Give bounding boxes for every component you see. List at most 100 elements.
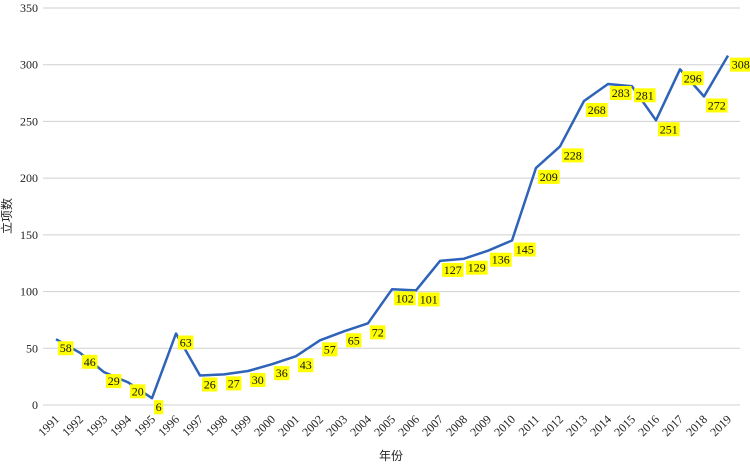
data-label-bg — [658, 122, 680, 137]
data-label-value: 43 — [300, 358, 312, 372]
data-label-value: 251 — [660, 122, 678, 136]
data-label-value: 268 — [588, 103, 606, 117]
data-label: 136 — [490, 252, 512, 267]
data-label-value: 30 — [252, 373, 264, 387]
data-label-bg — [586, 103, 608, 118]
data-label-bg — [178, 335, 194, 350]
data-label-value: 57 — [324, 342, 336, 356]
x-axis-title: 年份 — [379, 449, 403, 463]
data-label-bg — [226, 376, 242, 391]
data-label-bg — [106, 374, 122, 389]
data-label-value: 58 — [60, 341, 72, 355]
data-label-bg — [202, 377, 218, 392]
y-axis-ticks: 0 50 100 150 200 250 300 350 — [20, 1, 38, 412]
data-label: 43 — [298, 358, 314, 373]
x-tick-label: 2009 — [467, 412, 494, 439]
x-tick-label: 1993 — [83, 412, 110, 439]
data-label: 72 — [370, 325, 386, 340]
data-label: 101 — [418, 292, 440, 307]
data-label-value: 281 — [636, 88, 654, 102]
data-label-value: 308 — [732, 58, 750, 72]
data-label-bg — [562, 148, 584, 163]
data-label: 63 — [178, 335, 194, 350]
data-label: 209 — [538, 169, 560, 184]
data-label-value: 228 — [564, 148, 582, 162]
x-tick-label: 2014 — [587, 412, 614, 439]
y-tick-label: 0 — [32, 398, 38, 412]
data-label-bg — [682, 71, 704, 86]
data-label-value: 65 — [348, 333, 360, 347]
data-label: 268 — [586, 103, 608, 118]
y-tick-label: 350 — [20, 1, 38, 15]
data-label: 251 — [658, 122, 680, 137]
data-label-bg — [82, 354, 98, 369]
data-label-bg — [154, 400, 164, 415]
data-label-value: 129 — [468, 261, 486, 275]
x-tick-label: 2007 — [419, 412, 446, 439]
data-label: 30 — [250, 372, 266, 387]
data-label-value: 46 — [84, 355, 96, 369]
y-tick-label: 250 — [20, 114, 38, 128]
data-label-bg — [346, 333, 362, 348]
x-tick-label: 2005 — [371, 412, 398, 439]
x-tick-label: 2017 — [659, 412, 686, 439]
data-label: 272 — [706, 98, 728, 113]
x-tick-label: 2002 — [299, 412, 326, 439]
data-label-bg — [634, 88, 656, 103]
x-tick-label: 2000 — [251, 412, 278, 439]
y-tick-label: 50 — [26, 341, 38, 355]
data-labels: 58 46 29 20 6 63 26 27 30 36 43 57 65 72 102 101 127 129 1… — [58, 57, 750, 415]
data-label-bg — [250, 372, 266, 387]
series-line-group — [55, 54, 730, 400]
x-tick-label: 1991 — [35, 412, 62, 439]
y-tick-label: 100 — [20, 285, 38, 299]
data-label-value: 127 — [444, 263, 462, 277]
data-label: 26 — [202, 377, 218, 392]
x-tick-label: 2019 — [707, 412, 734, 439]
data-label-value: 136 — [492, 253, 510, 267]
data-label: 6 — [154, 400, 164, 415]
x-tick-label: 1996 — [155, 412, 182, 439]
data-label-value: 209 — [540, 170, 558, 184]
data-label: 129 — [466, 260, 488, 275]
x-tick-label: 2006 — [395, 412, 422, 439]
data-label-value: 26 — [204, 378, 216, 392]
x-tick-label: 2011 — [516, 412, 543, 439]
y-axis-title: 立项数 — [0, 198, 14, 234]
data-label-value: 20 — [132, 384, 144, 398]
data-label: 308 — [730, 57, 750, 72]
data-label-bg — [514, 242, 536, 257]
data-label-value: 63 — [180, 336, 192, 350]
data-label-value: 272 — [708, 98, 726, 112]
x-tick-label: 2001 — [275, 412, 302, 439]
data-label-bg — [274, 366, 290, 381]
y-tick-label: 200 — [20, 171, 38, 185]
data-label-bg — [442, 262, 464, 277]
x-tick-label: 2013 — [563, 412, 590, 439]
x-tick-label: 1992 — [59, 412, 86, 439]
data-label-value: 283 — [612, 86, 630, 100]
x-tick-label: 1998 — [203, 412, 230, 439]
x-tick-label: 2018 — [683, 412, 710, 439]
data-label-value: 102 — [396, 291, 414, 305]
x-tick-label: 2016 — [635, 412, 662, 439]
data-label-value: 72 — [372, 325, 384, 339]
data-label-bg — [610, 85, 632, 100]
x-tick-label: 1994 — [107, 412, 134, 439]
data-label-bg — [394, 291, 416, 306]
data-label-bg — [298, 358, 314, 373]
data-label-value: 6 — [156, 400, 162, 414]
data-label-bg — [490, 252, 512, 267]
x-tick-label: 2003 — [323, 412, 350, 439]
data-label: 20 — [130, 384, 146, 399]
series-line — [55, 54, 730, 400]
data-label: 46 — [82, 354, 98, 369]
data-label-value: 145 — [516, 243, 534, 257]
data-label-value: 27 — [228, 376, 240, 390]
data-label-bg — [370, 325, 386, 340]
x-tick-label: 2012 — [539, 412, 566, 439]
data-label-value: 36 — [276, 366, 288, 380]
data-label: 127 — [442, 262, 464, 277]
data-label: 283 — [610, 85, 632, 100]
